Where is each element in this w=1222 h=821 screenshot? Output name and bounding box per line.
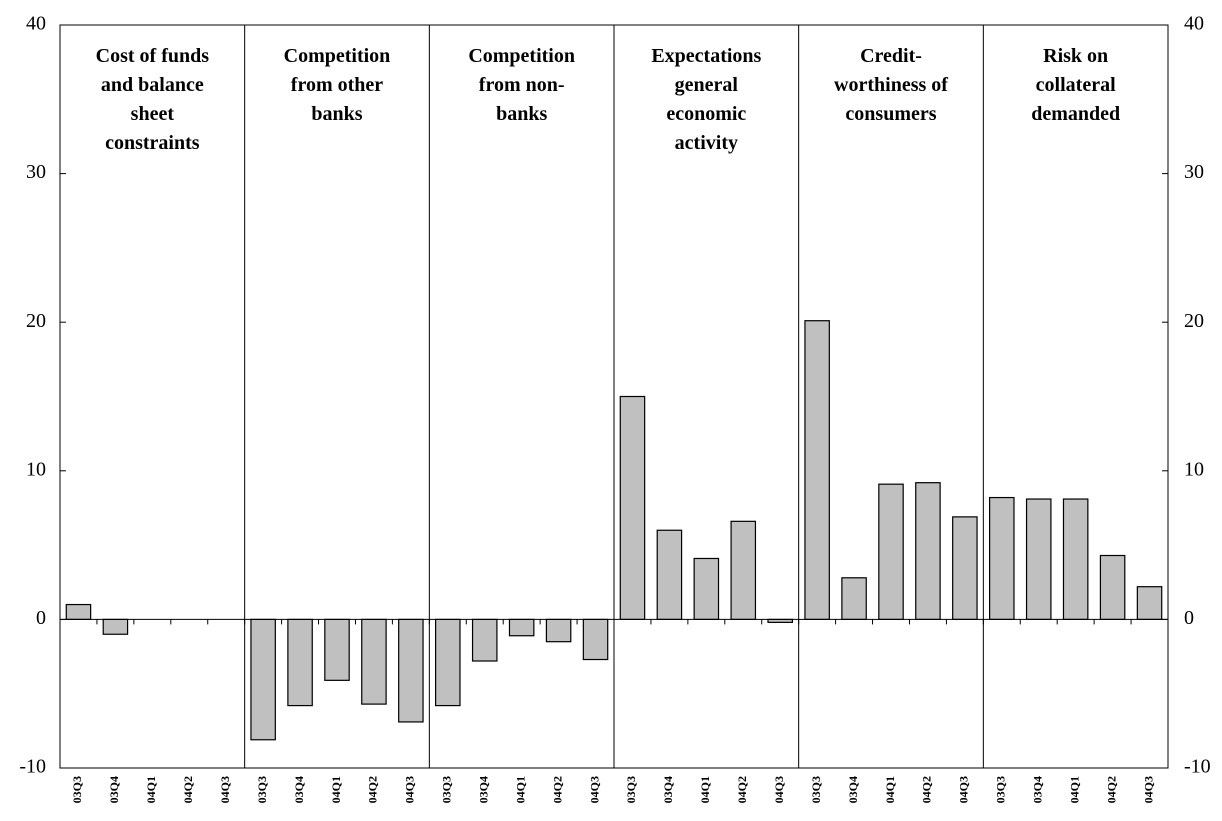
bar (730, 520, 757, 620)
bar (324, 618, 350, 681)
x-tick-label: 03Q4 (661, 776, 675, 803)
bar (656, 529, 683, 620)
bar (915, 482, 941, 620)
x-tick-label: 04Q3 (587, 776, 601, 803)
x-tick-label: 03Q3 (255, 776, 269, 803)
x-tick-label: 04Q1 (329, 776, 343, 803)
bar (989, 496, 1015, 621)
y2-tick-label: -10 (1184, 756, 1211, 778)
x-tick-label: 03Q3 (624, 776, 638, 803)
x-tick-label: 04Q1 (883, 776, 897, 803)
bar (65, 603, 92, 620)
x-tick-label: 04Q2 (920, 776, 934, 803)
bar (841, 577, 867, 620)
bar (435, 618, 461, 707)
group-title: Competition from other banks (283, 45, 391, 125)
x-tick-label: 03Q3 (440, 776, 454, 803)
x-tick-label: 04Q2 (735, 776, 749, 803)
bar (952, 516, 978, 621)
y2-tick-label: 20 (1184, 310, 1204, 332)
bar (1099, 554, 1126, 621)
x-tick-label: 03Q4 (107, 776, 121, 803)
bar (878, 483, 904, 621)
y2-tick-label: 10 (1184, 458, 1204, 480)
group-title: Risk on collateral demanded (1031, 45, 1121, 125)
bar (287, 618, 313, 707)
x-tick-label: 04Q3 (403, 776, 417, 803)
x-tick-label: 04Q1 (698, 776, 712, 803)
x-tick-label: 04Q1 (513, 776, 527, 803)
x-tick-label: 03Q3 (809, 776, 823, 803)
x-tick-label: 03Q3 (70, 776, 84, 803)
group-title: Credit- worthiness of consumers (834, 45, 948, 125)
bar (471, 618, 498, 662)
bar (582, 618, 609, 661)
x-tick-label: 04Q1 (1067, 776, 1081, 803)
y-tick-label: 20 (26, 310, 46, 332)
group-title: Cost of funds and balance sheet constrai… (95, 45, 209, 154)
bar (361, 618, 387, 705)
x-tick-label: 04Q3 (1141, 776, 1155, 803)
y-tick-label: -10 (19, 756, 46, 778)
bar (804, 320, 830, 620)
bar (398, 618, 424, 723)
bar (250, 618, 276, 741)
x-tick-label: 03Q4 (846, 776, 860, 803)
x-tick-label: 04Q3 (218, 776, 232, 803)
y-tick-label: 40 (26, 13, 46, 35)
bar (1062, 498, 1089, 620)
bar (102, 618, 129, 635)
x-tick-label: 04Q2 (550, 776, 564, 803)
x-tick-label: 04Q2 (181, 776, 195, 803)
x-tick-label: 04Q3 (957, 776, 971, 803)
bar (545, 618, 572, 643)
x-tick-label: 03Q4 (292, 776, 306, 803)
x-tick-label: 04Q1 (144, 776, 158, 803)
y2-tick-label: 30 (1184, 161, 1204, 183)
x-tick-label: 03Q3 (994, 776, 1008, 803)
y2-tick-label: 0 (1184, 607, 1194, 629)
bar (619, 395, 646, 620)
group-title: Competition from non- banks (468, 45, 575, 125)
bar (693, 557, 720, 620)
bar (508, 618, 535, 637)
group-title: Expectations general economic activity (651, 45, 762, 154)
x-tick-label: 04Q2 (366, 776, 380, 803)
y-tick-label: 30 (26, 161, 46, 183)
y2-tick-label: 40 (1184, 13, 1204, 35)
x-tick-label: 03Q4 (476, 776, 490, 803)
y-tick-label: 10 (26, 458, 46, 480)
x-tick-label: 04Q3 (772, 776, 786, 803)
x-tick-label: 04Q2 (1104, 776, 1118, 803)
x-tick-label: 03Q4 (1030, 776, 1044, 803)
bar (1025, 498, 1052, 620)
y-tick-label: 0 (36, 607, 46, 629)
bar (1136, 586, 1163, 621)
